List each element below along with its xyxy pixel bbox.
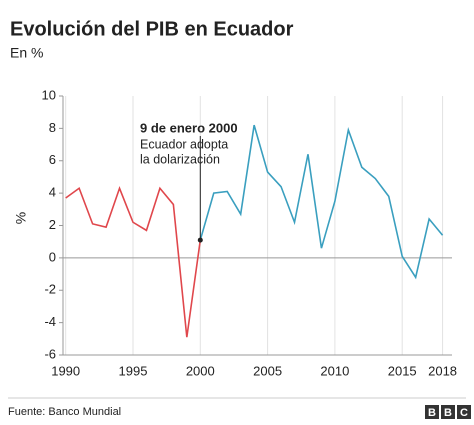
x-tick-label: 2005 xyxy=(253,363,282,378)
y-tick-label: 4 xyxy=(49,185,56,200)
y-tick-label: 0 xyxy=(49,249,56,264)
x-tick-label: 1990 xyxy=(51,363,80,378)
y-tick-label: -4 xyxy=(44,314,56,329)
annotation-text: Ecuador adopta xyxy=(140,137,228,151)
annotation-dot xyxy=(197,237,203,243)
y-tick-label: 10 xyxy=(42,87,56,102)
annotation-text: la dolarización xyxy=(140,152,220,166)
logo-box xyxy=(441,405,455,419)
y-tick-label: 8 xyxy=(49,120,56,135)
logo-letter: B xyxy=(428,407,436,419)
chart-subtitle: En % xyxy=(10,45,43,61)
y-tick-label: 6 xyxy=(49,152,56,167)
logo-box xyxy=(425,405,439,419)
y-axis-label: % xyxy=(13,212,29,224)
annotation-title: 9 de enero 2000 xyxy=(140,120,238,135)
y-tick-label: -2 xyxy=(44,282,56,297)
chart-title: Evolución del PIB en Ecuador xyxy=(10,18,294,40)
line-series xyxy=(199,124,444,280)
logo-box xyxy=(457,405,471,419)
line-series xyxy=(65,185,202,338)
x-tick-label: 2000 xyxy=(186,363,215,378)
x-tick-label: 1995 xyxy=(119,363,148,378)
x-tick-label: 2015 xyxy=(388,363,417,378)
logo-letter: C xyxy=(460,407,468,419)
y-tick-label: -6 xyxy=(44,346,56,361)
y-tick-label: 2 xyxy=(49,217,56,232)
source: Fuente: Banco Mundial xyxy=(8,406,121,418)
logo-letter: B xyxy=(444,407,452,419)
x-tick-label: 2010 xyxy=(320,363,349,378)
x-tick-label: 2018 xyxy=(428,363,457,378)
